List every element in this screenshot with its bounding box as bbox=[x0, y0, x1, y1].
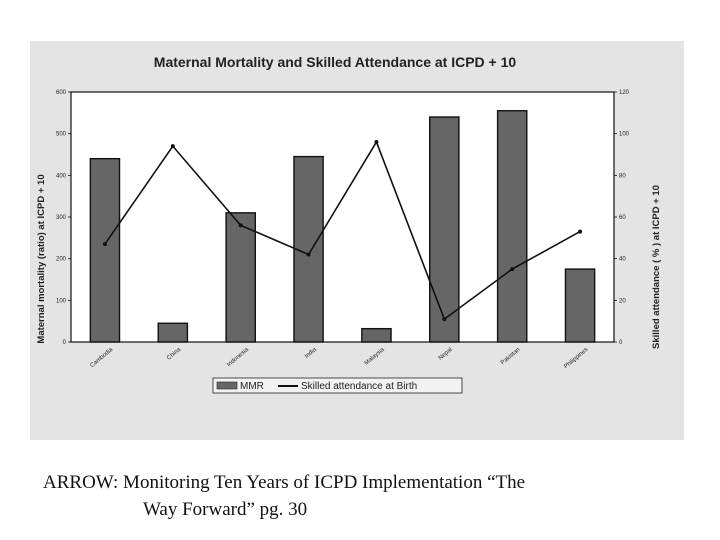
attendance-point bbox=[102, 242, 107, 247]
y2-tick-label: 60 bbox=[619, 215, 626, 221]
category-label: Cambodia bbox=[89, 347, 114, 370]
mmr-bar bbox=[564, 268, 596, 343]
chart-title: Maternal Mortality and Skilled Attendanc… bbox=[154, 54, 517, 70]
y-tick-label: 300 bbox=[56, 215, 67, 221]
legend-attendance-label: Skilled attendance at Birth bbox=[301, 381, 417, 392]
y-axis-title: Maternal mortality (ratio) at ICPD + 10 bbox=[36, 174, 47, 343]
category-label: Philippines bbox=[563, 347, 589, 370]
attendance-point bbox=[578, 229, 583, 234]
category-label: Malaysia bbox=[364, 347, 387, 367]
y-tick-label: 600 bbox=[56, 90, 67, 96]
y2-tick-label: 40 bbox=[619, 257, 626, 263]
attendance-point bbox=[238, 223, 243, 228]
chart-figure: Maternal Mortality and Skilled Attendanc… bbox=[30, 41, 684, 440]
mmr-bar bbox=[496, 110, 528, 343]
y-tick-label: 500 bbox=[56, 132, 67, 138]
legend-mmr-swatch bbox=[216, 381, 238, 390]
category-label: Pakistan bbox=[500, 347, 521, 366]
attendance-point bbox=[442, 317, 447, 322]
mmr-bar bbox=[429, 116, 460, 343]
caption-line-1: ARROW: Monitoring Ten Years of ICPD Impl… bbox=[43, 472, 526, 493]
category-label: Indonesia bbox=[226, 347, 250, 369]
mmr-bar bbox=[293, 155, 324, 343]
category-label: India bbox=[304, 347, 318, 360]
legend-mmr-label: MMR bbox=[240, 381, 264, 392]
attendance-line bbox=[104, 140, 581, 321]
y2-tick-label: 20 bbox=[619, 298, 626, 304]
attendance-point bbox=[170, 144, 175, 149]
mmr-bar bbox=[361, 327, 392, 343]
caption-line-2: Way Forward” pg. 30 bbox=[143, 499, 308, 520]
mmr-bar bbox=[89, 157, 121, 343]
legend-box bbox=[212, 377, 463, 394]
plot-area bbox=[70, 91, 615, 343]
mmr-bar bbox=[157, 322, 189, 343]
chart-svg: Maternal Mortality and Skilled Attendanc… bbox=[36, 54, 662, 394]
category-label: Nepal bbox=[438, 347, 454, 362]
y2-tick-label: 120 bbox=[619, 90, 630, 96]
y-tick-label: 0 bbox=[63, 340, 67, 346]
attendance-point bbox=[306, 252, 311, 257]
y2-tick-label: 80 bbox=[619, 173, 626, 179]
y-tick-label: 400 bbox=[56, 173, 67, 179]
category-label: China bbox=[166, 347, 182, 362]
figure-caption: ARROW: Monitoring Ten Years of ICPD Impl… bbox=[43, 469, 683, 523]
mmr-bar bbox=[225, 212, 256, 343]
attendance-point bbox=[374, 140, 379, 144]
y-tick-label: 100 bbox=[56, 298, 67, 304]
y2-tick-label: 0 bbox=[619, 340, 623, 346]
chart-legend: MMR Skilled attendance at Birth bbox=[212, 377, 463, 394]
attendance-point bbox=[510, 267, 515, 272]
y2-axis-title: Skilled attendance ( % ) at ICPD + 10 bbox=[651, 185, 662, 349]
y-tick-label: 200 bbox=[56, 257, 67, 263]
y2-tick-label: 100 bbox=[619, 132, 630, 138]
